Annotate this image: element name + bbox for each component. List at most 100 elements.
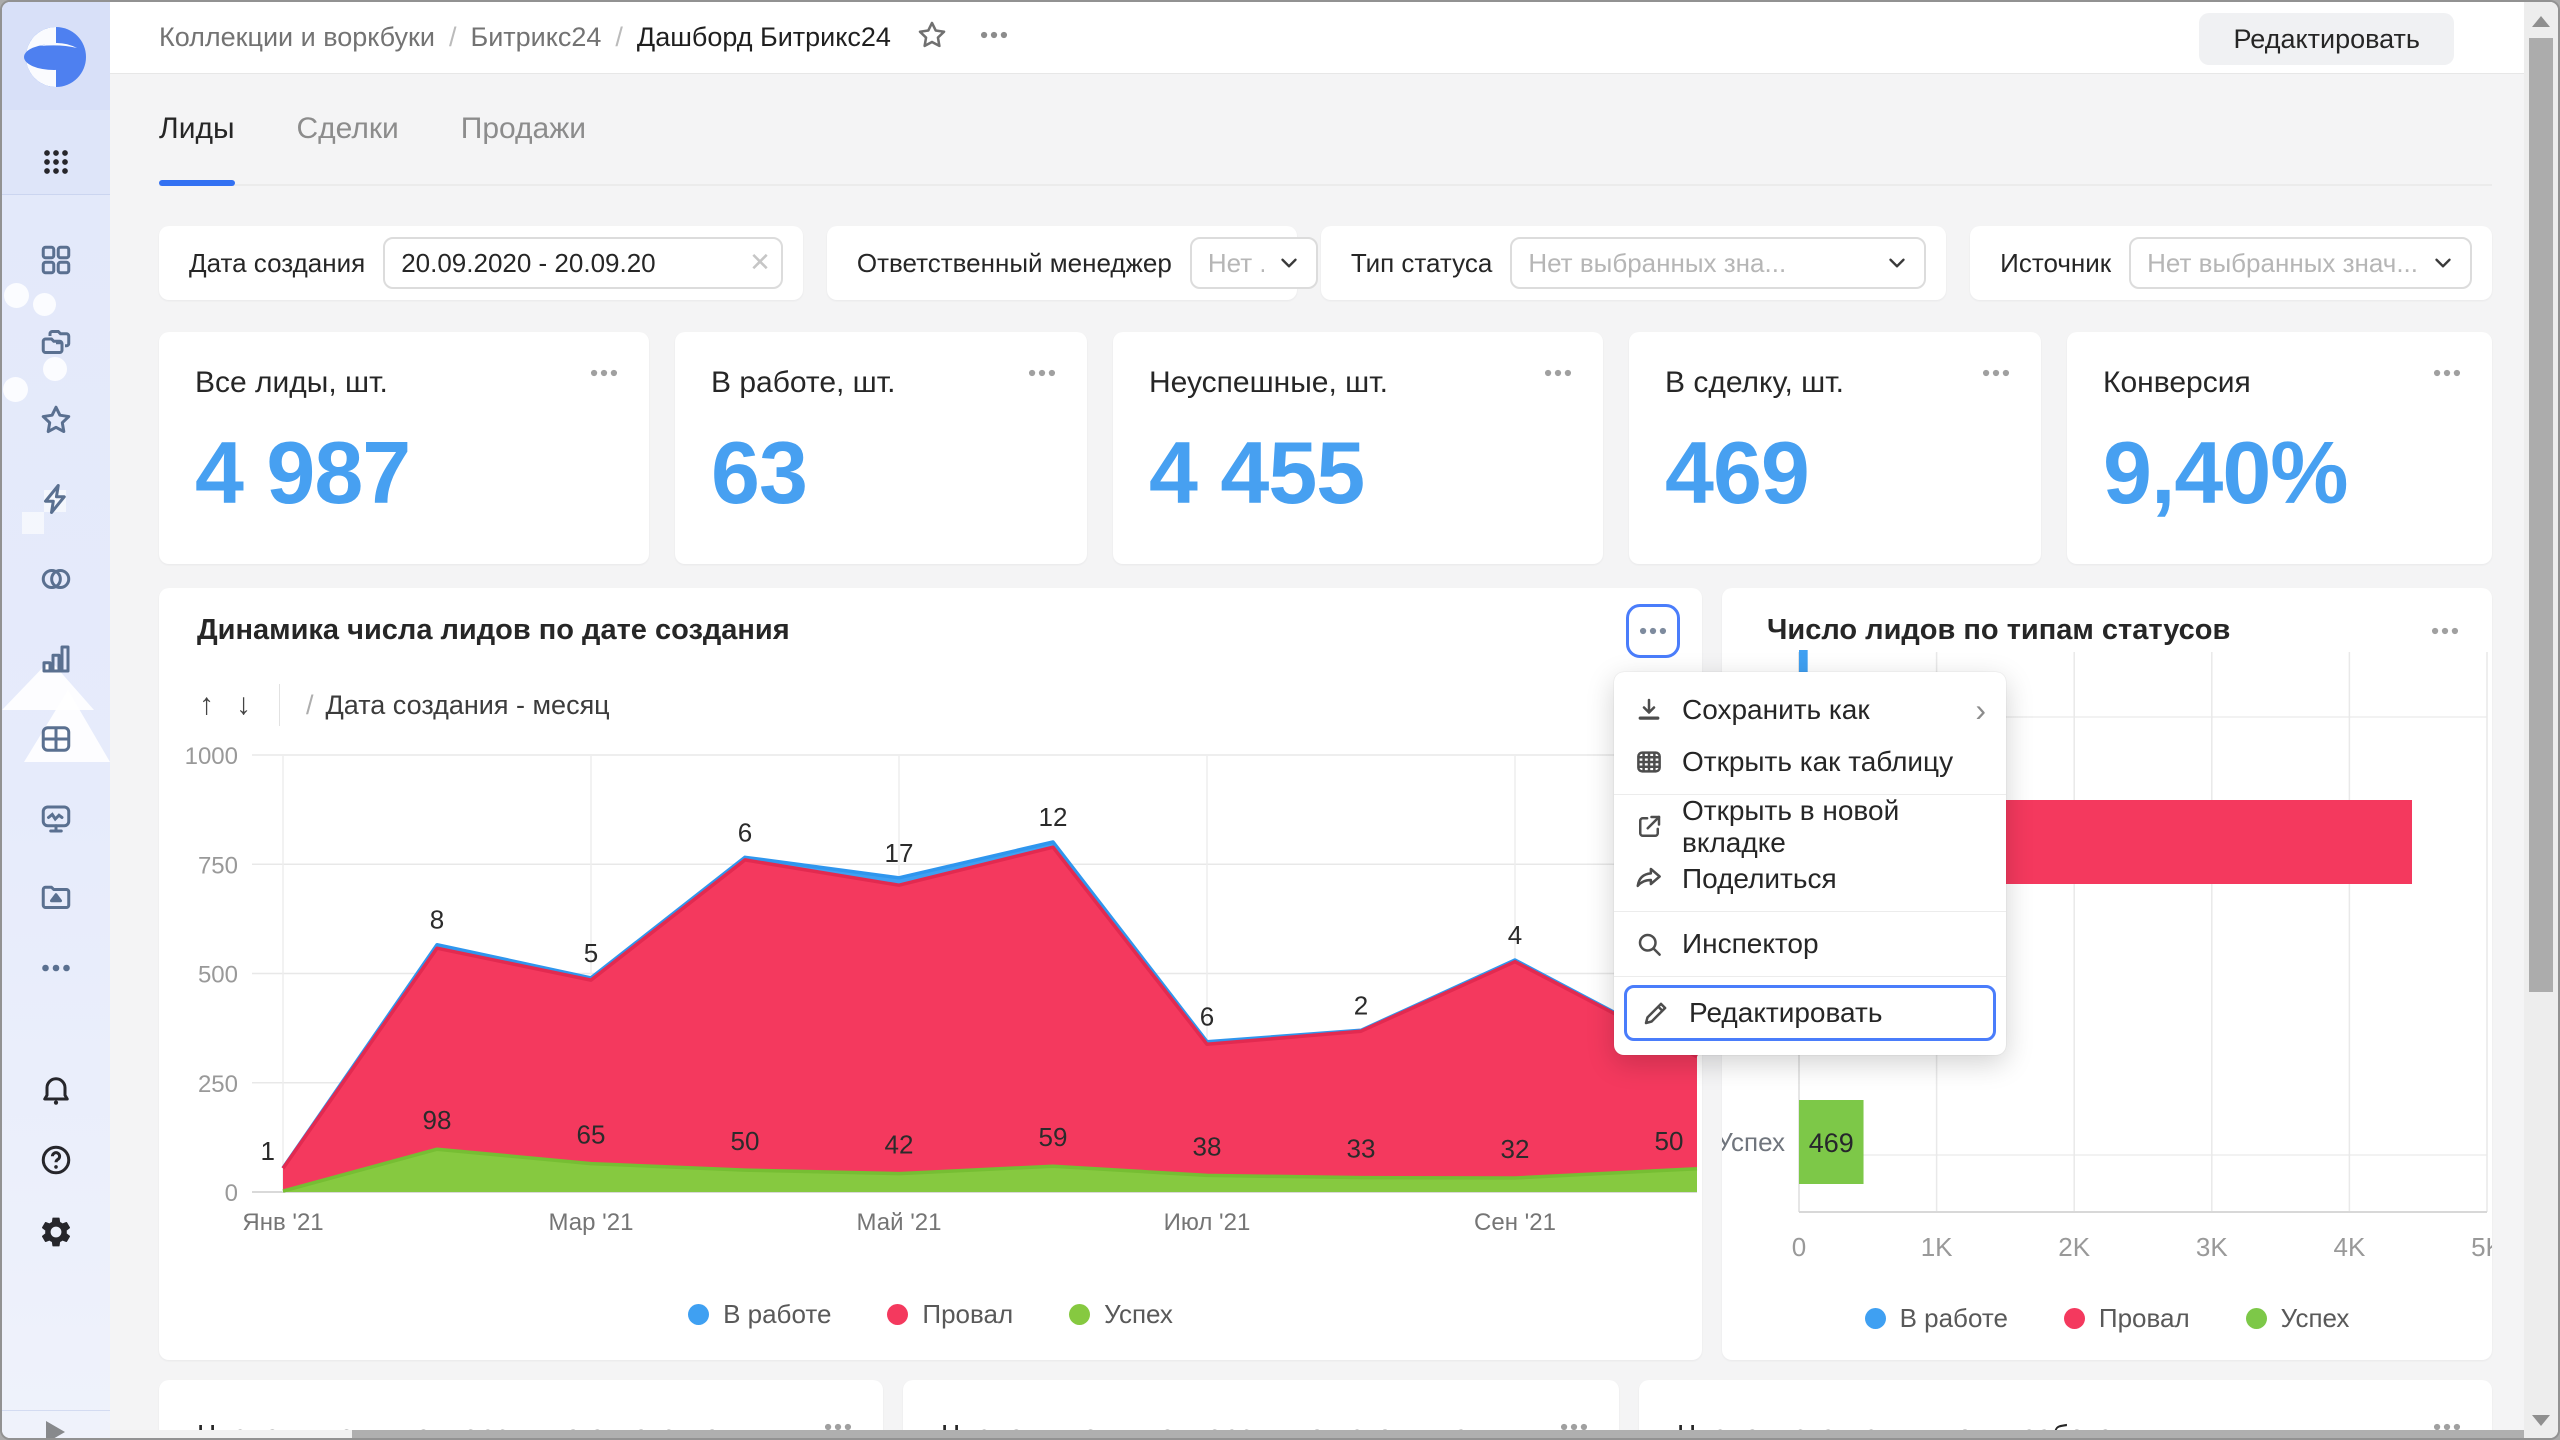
widget-context-menu: Сохранить как › Открыть как таблицу Откр… (1614, 672, 2006, 1055)
chart-title: Число лидов по типам статусов (1767, 614, 2231, 646)
widget-menu-icon[interactable] (2428, 614, 2462, 648)
context-menu-group: Редактировать (1614, 976, 2006, 1049)
svg-text:4: 4 (1508, 920, 1522, 950)
filter-source: Источник Нет выбранных знач... (1970, 226, 2492, 300)
kpi-all-leads: Все лиды, шт. 4 987 (159, 332, 649, 564)
svg-text:2K: 2K (2058, 1232, 2090, 1262)
more-actions-icon[interactable] (977, 18, 1011, 57)
help-icon[interactable] (38, 1142, 74, 1178)
menu-item-save-as[interactable]: Сохранить как › (1614, 684, 2006, 736)
manager-select[interactable]: Нет ... (1189, 237, 1318, 289)
date-range-input[interactable] (383, 237, 783, 289)
kpi-title: Конверсия (2103, 366, 2251, 399)
notifications-bell-icon[interactable] (38, 1072, 74, 1108)
sidebar-expand-icon[interactable] (46, 1421, 65, 1438)
edit-dashboard-button[interactable]: Редактировать (2199, 13, 2454, 65)
tab-leads[interactable]: Лиды (159, 74, 235, 186)
scrollbar-thumb[interactable] (352, 1430, 2524, 1438)
context-menu-group: Инспектор (1614, 911, 2006, 976)
table-icon (1637, 751, 1661, 773)
sidebar-item-storage-icon[interactable] (38, 879, 74, 915)
widget-menu-icon[interactable] (1979, 356, 2013, 390)
source-select[interactable]: Нет выбранных знач... (2129, 237, 2472, 289)
menu-item-label: Сохранить как (1682, 694, 1870, 725)
datalens-logo[interactable] (2, 2, 110, 110)
vertical-scrollbar[interactable] (2524, 2, 2558, 1438)
breadcrumb-workbook[interactable]: Битрикс24 (470, 22, 602, 52)
favorite-star-icon[interactable] (915, 18, 949, 57)
sidebar-item-collections-icon[interactable] (38, 242, 74, 278)
legend-dot-icon (2063, 1308, 2085, 1329)
svg-text:1: 1 (261, 1136, 275, 1166)
svg-text:Сен '21: Сен '21 (1474, 1209, 1556, 1236)
menu-item-label: Редактировать (1689, 997, 1883, 1028)
svg-text:1000: 1000 (185, 743, 238, 770)
kpi-title: Все лиды, шт. (195, 366, 388, 399)
legend-item[interactable]: В работе (1864, 1303, 2008, 1334)
settings-gear-icon[interactable] (38, 1214, 74, 1250)
sort-asc-icon[interactable]: ↑ (199, 688, 214, 721)
menu-item-label: Инспектор (1682, 928, 1819, 959)
kpi-row: Все лиды, шт. 4 987 В работе, шт. 63 Неу… (159, 332, 2492, 564)
tab-deals[interactable]: Сделки (296, 112, 399, 145)
sidebar-item-charts-icon[interactable] (38, 641, 74, 677)
scrollbar-thumb[interactable] (2529, 38, 2553, 992)
svg-text:3K: 3K (2196, 1232, 2228, 1262)
svg-text:98: 98 (423, 1105, 452, 1135)
svg-text:Мар '21: Мар '21 (549, 1209, 634, 1236)
menu-item-open-as-table[interactable]: Открыть как таблицу (1614, 736, 2006, 788)
widget-menu-icon[interactable] (587, 356, 621, 390)
svg-text:17: 17 (885, 838, 914, 868)
horizontal-scrollbar[interactable] (110, 1430, 2524, 1438)
widget-menu-icon[interactable] (1025, 356, 1059, 390)
legend-item[interactable]: В работе (688, 1299, 831, 1330)
breadcrumb-collections[interactable]: Коллекции и воркбуки (159, 22, 435, 52)
kpi-title: В работе, шт. (711, 366, 896, 399)
widget-menu-icon[interactable] (2430, 356, 2464, 390)
kpi-unsuccessful: Неуспешные, шт. 4 455 (1113, 332, 1603, 564)
sort-desc-icon[interactable]: ↓ (236, 688, 251, 721)
kpi-to-deal: В сделку, шт. 469 (1629, 332, 2041, 564)
svg-text:5: 5 (584, 938, 598, 968)
datalens-logo-icon (24, 26, 86, 88)
filter-creation-date: Дата создания ✕ (159, 226, 803, 300)
legend-item[interactable]: Провал (887, 1299, 1013, 1330)
select-placeholder: Нет выбранных знач... (2147, 247, 2418, 278)
kpi-value: 63 (711, 423, 808, 522)
sidebar-item-connections-icon[interactable] (38, 561, 74, 597)
svg-text:500: 500 (198, 962, 238, 989)
legend-dot-icon (688, 1304, 710, 1325)
widget-menu-button-active[interactable] (1626, 604, 1680, 658)
context-menu-group: Открыть в новой вкладке Поделиться (1614, 794, 2006, 911)
sidebar-item-more-icon[interactable] (38, 950, 74, 986)
download-icon (1638, 698, 1660, 720)
topbar: Коллекции и воркбуки / Битрикс24 / Дашбо… (110, 2, 2528, 74)
kpi-value: 9,40% (2103, 423, 2349, 522)
tab-sales[interactable]: Продажи (460, 112, 587, 145)
sidebar-item-quick-actions-icon[interactable] (38, 481, 74, 517)
scroll-down-icon[interactable] (2532, 1415, 2550, 1426)
scroll-up-icon[interactable] (2532, 16, 2550, 27)
svg-text:12: 12 (1039, 802, 1068, 832)
kpi-value: 469 (1665, 423, 1810, 522)
legend-item[interactable]: Успех (2245, 1303, 2349, 1334)
svg-text:0: 0 (225, 1180, 238, 1207)
sidebar-item-datasets-icon[interactable] (38, 721, 74, 757)
legend-label: Провал (922, 1299, 1014, 1329)
status-type-select[interactable]: Нет выбранных зна... (1510, 237, 1927, 289)
sidebar-item-dashboards-icon[interactable] (38, 801, 74, 837)
sort-field-label[interactable]: Дата создания - месяц (325, 689, 610, 720)
legend-dot-icon (2245, 1308, 2267, 1329)
legend-item[interactable]: Провал (2063, 1303, 2190, 1334)
sidebar-item-favorites-icon[interactable] (38, 402, 74, 438)
menu-item-inspector[interactable]: Инспектор (1614, 918, 2006, 970)
select-placeholder: Нет ... (1207, 247, 1264, 278)
sidebar-item-workbooks-icon[interactable] (38, 324, 74, 360)
clear-icon[interactable]: ✕ (749, 247, 771, 277)
legend-item[interactable]: Успех (1069, 1299, 1173, 1330)
menu-item-open-in-new-tab[interactable]: Открыть в новой вкладке (1614, 795, 2006, 858)
menu-item-edit[interactable]: Редактировать (1624, 985, 1996, 1041)
menu-item-share[interactable]: Поделиться (1614, 853, 2006, 905)
all-services-grid-icon[interactable] (38, 144, 74, 180)
widget-menu-icon[interactable] (1541, 356, 1575, 390)
